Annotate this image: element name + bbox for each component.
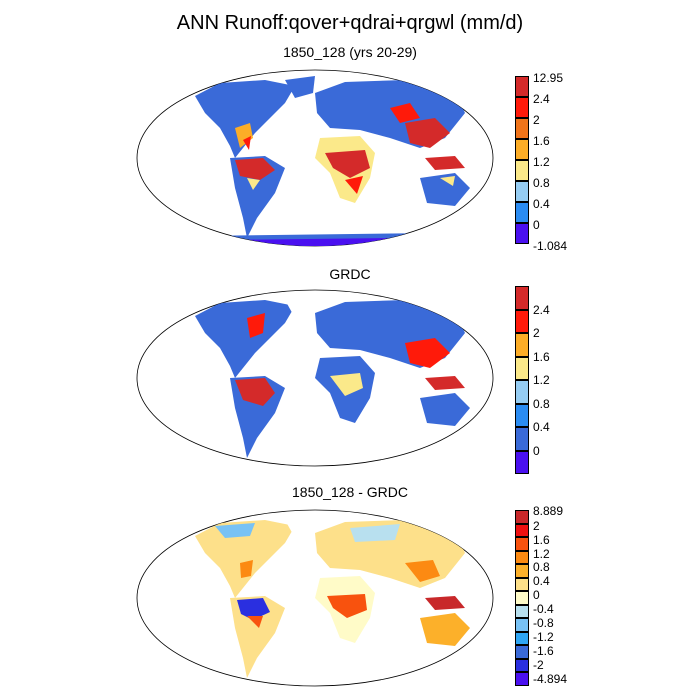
colorbar-3: [515, 510, 529, 686]
cbar1-label-7: 0: [533, 218, 540, 232]
cbar3-label-12: -4.894: [533, 672, 568, 686]
cbar1-label-4: 1.2: [533, 155, 550, 169]
figure-title: ANN Runoff:qover+qdrai+qrgwl (mm/d): [176, 12, 524, 34]
cbar2-label-4: 0.8: [533, 397, 550, 411]
cbar1-label-1: 2.4: [533, 92, 550, 106]
cbar1-label-5: 0.8: [533, 176, 550, 190]
cbar1-label-0: 12.95: [533, 71, 564, 85]
cbar3-label-4: 0.8: [533, 560, 550, 574]
cbar1-label-3: 1.6: [533, 134, 550, 148]
cbar2-label-1: 2: [533, 326, 540, 340]
cbar3-label-7: -0.4: [533, 602, 554, 616]
cbar3-label-11: -2: [533, 658, 544, 672]
cbar3-label-5: 0.4: [533, 574, 550, 588]
map-panel-2: [136, 289, 494, 467]
cbar3-label-9: -1.2: [533, 630, 554, 644]
panel-title-3: 1850_128 - GRDC: [292, 484, 408, 500]
cbar2-label-3: 1.2: [533, 373, 550, 387]
cbar1-label-2: 2: [533, 113, 540, 127]
panel-title-1: 1850_128 (yrs 20-29): [283, 44, 417, 60]
map-panel-3: [136, 509, 494, 687]
cbar1-label-8: -1.084: [533, 239, 568, 253]
cbar3-label-6: 0: [533, 588, 540, 602]
cbar2-label-2: 1.6: [533, 350, 550, 364]
cbar3-label-0: 8.889: [533, 504, 564, 518]
colorbar-1: [515, 76, 529, 244]
cbar3-label-2: 1.6: [533, 533, 550, 547]
cbar2-label-6: 0: [533, 444, 540, 458]
cbar2-label-0: 2.4: [533, 303, 550, 317]
cbar2-label-5: 0.4: [533, 420, 550, 434]
map-panel-1: [136, 69, 494, 247]
land-fill: [175, 76, 470, 246]
cbar3-label-10: -1.6: [533, 644, 554, 658]
panel-title-2: GRDC: [329, 266, 371, 282]
cbar3-label-1: 2: [533, 519, 540, 533]
land-fill: [195, 296, 470, 458]
colorbar-2: [515, 286, 529, 474]
cbar3-label-8: -0.8: [533, 616, 554, 630]
land-fill: [195, 516, 470, 678]
cbar3-label-3: 1.2: [533, 547, 550, 561]
cbar1-label-6: 0.4: [533, 197, 550, 211]
